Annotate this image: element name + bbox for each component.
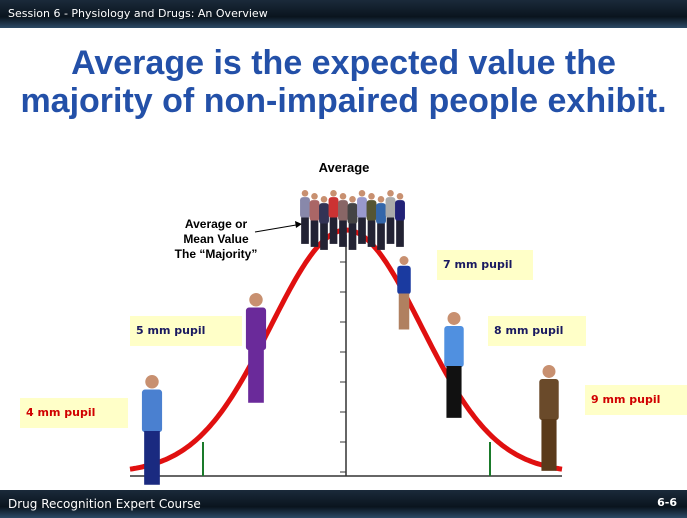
person-head [311,193,318,200]
person-body [376,203,386,225]
person-body [397,265,411,295]
pupil-label: 7 mm pupil [437,250,533,280]
person-legs [329,217,338,244]
page-number: 6-6 [657,496,677,509]
person-body [395,200,405,222]
person-legs [339,220,347,247]
person-body [141,389,163,433]
title-line: majority of non-impaired people exhibit. [20,82,667,120]
person-legs [248,349,264,403]
person-head [249,293,263,307]
person-legs [358,217,366,244]
person-head [358,190,366,197]
person-body [366,200,377,222]
person-legs [348,223,357,250]
person-head [396,193,404,200]
person-legs [541,419,557,471]
person-legs [398,293,410,330]
person-body [357,197,367,219]
annotation: Average or [185,217,248,231]
peak-label: Average [319,160,370,175]
person-head [320,196,328,203]
person-body [347,203,358,225]
person-head [447,312,461,325]
person-head [330,190,337,197]
pupil-label: 5 mm pupil [130,316,242,346]
person-body [539,379,559,421]
title-line: Average is the expected value the [71,44,616,82]
arrow-head [295,221,302,228]
person-body [309,200,320,222]
footer-text: Drug Recognition Expert Course [8,497,201,511]
annotation: Mean Value [183,232,249,246]
person-legs [367,220,376,247]
pupil-label: 9 mm pupil [585,385,687,415]
person-body [328,197,339,219]
person-legs [320,223,328,250]
person-legs [301,217,309,244]
person-head [368,193,375,200]
person-head [399,256,409,265]
person-head [339,193,347,200]
person-legs [446,366,462,418]
person-body [444,326,464,368]
person-head [387,190,394,197]
person-body [319,203,329,225]
person-body [245,307,267,351]
pupil-label: 4 mm pupil [20,398,128,428]
person-body [385,197,396,219]
person-head [542,365,556,378]
person-head [301,190,309,197]
arrow [254,223,303,233]
person-legs [144,431,160,485]
person-head [349,196,356,203]
person-legs [396,220,404,247]
person-body [300,197,310,219]
footer-bar: Drug Recognition Expert Course 6-6 [0,490,687,518]
header-text: Session 6 - Physiology and Drugs: An Ove… [8,7,268,20]
person-body [338,200,348,222]
pupil-label: 8 mm pupil [488,316,586,346]
bell-curve-diagram: Average Average or Mean Value The “Major… [129,160,563,485]
person-legs [386,217,395,244]
header-bar: Session 6 - Physiology and Drugs: An Ove… [0,0,687,28]
person-head [377,196,385,203]
person-legs [310,220,319,247]
person-legs [377,223,385,250]
annotation: The “Majority” [175,247,258,261]
person-head [145,375,159,389]
